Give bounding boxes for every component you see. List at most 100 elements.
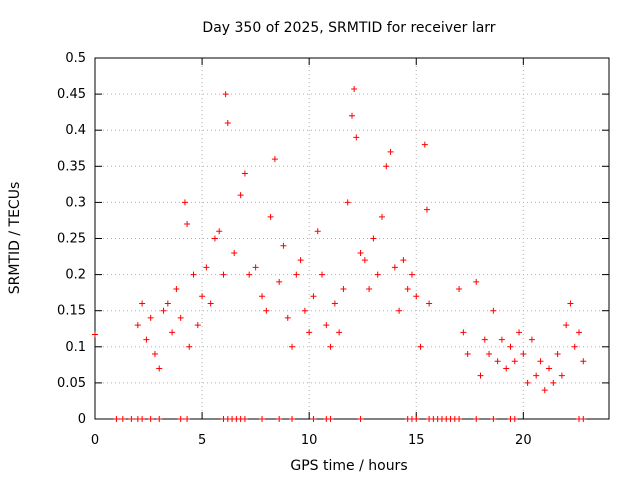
data-point — [413, 293, 420, 300]
zero-marker — [289, 416, 296, 422]
data-point — [374, 271, 381, 278]
zero-marker — [147, 416, 154, 422]
data-point — [507, 343, 514, 350]
data-point — [181, 199, 188, 206]
data-point — [246, 271, 253, 278]
data-point — [293, 271, 300, 278]
data-point — [276, 278, 283, 285]
zero-marker — [113, 416, 120, 422]
data-point — [387, 148, 394, 155]
data-point — [231, 249, 238, 256]
data-point — [203, 264, 210, 271]
data-point — [177, 314, 184, 321]
data-point — [224, 119, 231, 126]
y-tick-label: 0.15 — [57, 304, 86, 319]
data-point — [319, 271, 326, 278]
data-point — [344, 199, 351, 206]
data-point — [494, 358, 501, 365]
data-point — [169, 329, 176, 336]
chart-title: Day 350 of 2025, SRMTID for receiver lar… — [202, 20, 495, 36]
data-point — [537, 358, 544, 365]
data-point — [558, 372, 565, 379]
y-tick-label: 0.05 — [57, 376, 86, 391]
data-point — [164, 300, 171, 307]
zero-marker — [490, 416, 497, 422]
y-tick-label: 0.35 — [57, 159, 86, 174]
data-point — [456, 286, 463, 293]
data-point — [207, 300, 214, 307]
data-point — [563, 322, 570, 329]
data-point — [520, 351, 527, 358]
data-point — [580, 358, 587, 365]
data-point — [216, 228, 223, 235]
zero-marker — [357, 416, 364, 422]
data-point — [524, 379, 531, 386]
data-point — [486, 351, 493, 358]
data-point — [139, 300, 146, 307]
data-point — [331, 300, 338, 307]
zero-marker — [511, 416, 518, 422]
zero-marker — [184, 416, 191, 422]
zero-marker — [119, 416, 126, 422]
data-point — [241, 170, 248, 177]
data-point — [576, 329, 583, 336]
data-point — [184, 221, 191, 228]
data-point — [143, 336, 150, 343]
data-point — [351, 86, 358, 93]
data-point — [477, 372, 484, 379]
data-point — [280, 242, 287, 249]
data-point — [220, 271, 227, 278]
x-tick-label: 0 — [91, 433, 99, 448]
data-point — [550, 379, 557, 386]
data-point — [417, 343, 424, 350]
data-point — [546, 365, 553, 372]
data-point — [528, 336, 535, 343]
zero-marker — [473, 416, 480, 422]
zero-marker — [139, 416, 146, 422]
data-point — [490, 307, 497, 314]
data-point — [498, 336, 505, 343]
data-point — [464, 351, 471, 358]
data-point — [571, 343, 578, 350]
data-point — [237, 192, 244, 199]
data-point — [222, 91, 229, 98]
zero-marker — [156, 416, 163, 422]
y-tick-label: 0.3 — [65, 195, 86, 210]
data-point — [533, 372, 540, 379]
data-point — [327, 343, 334, 350]
data-point — [378, 213, 385, 220]
data-point — [336, 329, 343, 336]
y-tick-label: 0.1 — [65, 340, 86, 355]
x-tick-label: 5 — [198, 433, 206, 448]
data-point — [194, 322, 201, 329]
zero-marker — [177, 416, 184, 422]
data-point — [340, 286, 347, 293]
data-point — [554, 351, 561, 358]
data-point — [323, 322, 330, 329]
data-point — [301, 307, 308, 314]
data-point — [349, 112, 355, 119]
data-point — [481, 336, 488, 343]
data-point — [284, 314, 291, 321]
data-point — [297, 257, 304, 264]
zero-marker — [128, 416, 135, 422]
data-point — [423, 206, 430, 213]
data-point — [473, 278, 480, 285]
zero-marker — [259, 416, 266, 422]
zero-marker — [327, 416, 334, 422]
data-point — [134, 322, 141, 329]
data-point — [400, 257, 407, 264]
data-points — [92, 86, 587, 394]
data-point — [173, 286, 180, 293]
data-point — [567, 300, 574, 307]
y-tick-label: 0.45 — [57, 87, 86, 102]
data-point — [151, 351, 158, 358]
data-point — [186, 343, 193, 350]
data-point — [252, 264, 259, 271]
y-tick-label: 0.25 — [57, 232, 86, 247]
grid-lines — [95, 58, 609, 419]
data-point — [156, 365, 163, 372]
y-tick-label: 0 — [78, 412, 86, 427]
data-point — [160, 307, 167, 314]
